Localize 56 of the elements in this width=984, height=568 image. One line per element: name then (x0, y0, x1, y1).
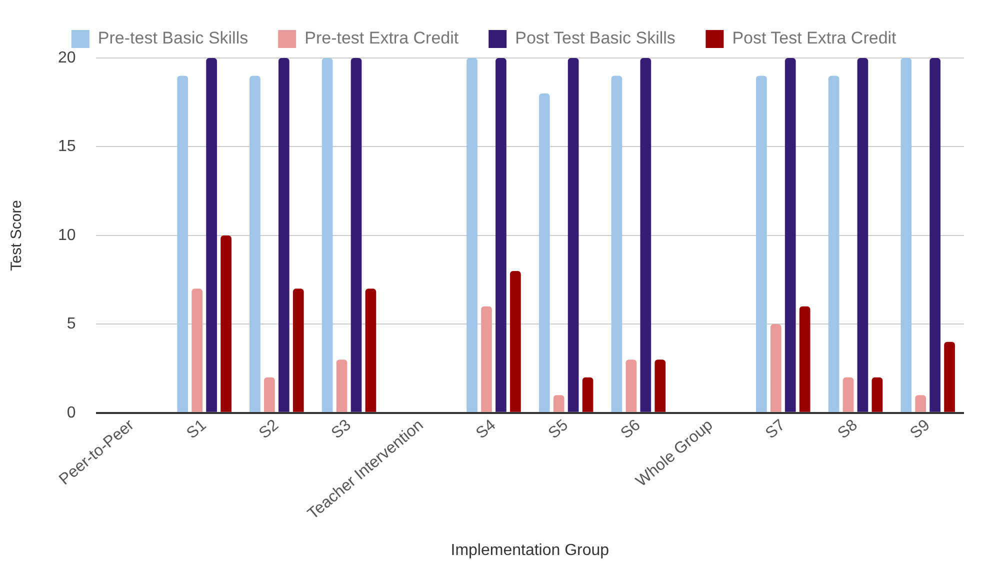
y-axis-title: Test Score (8, 200, 26, 271)
bar (350, 58, 362, 412)
bar (553, 395, 564, 412)
y-tick-label: 10 (58, 226, 76, 244)
bar (220, 235, 232, 412)
legend-label: Post Test Basic Skills (515, 28, 676, 48)
bar (538, 93, 550, 412)
bar (496, 58, 506, 412)
bar (250, 76, 260, 412)
legend-label: Pre-test Basic Skills (98, 28, 248, 48)
bar (177, 76, 188, 412)
bar (857, 58, 868, 412)
bar (568, 58, 579, 412)
bar (322, 58, 333, 412)
bar (654, 360, 666, 412)
bar (278, 58, 290, 412)
bar (264, 377, 275, 412)
x-tick-label: S6 (618, 416, 644, 442)
y-tick-label: 0 (66, 404, 76, 422)
x-tick-label: S3 (328, 416, 354, 442)
x-tick-label: S2 (256, 416, 282, 442)
x-tick-label: S5 (546, 416, 572, 442)
x-axis-title: Implementation Group (450, 542, 610, 559)
bar (365, 288, 376, 412)
x-tick-label: S7 (762, 416, 789, 442)
bar (799, 306, 810, 412)
bar (770, 324, 782, 412)
x-tick-label: S4 (473, 416, 500, 442)
bar (510, 270, 521, 412)
bar (784, 58, 796, 412)
bar (206, 58, 217, 412)
x-tick-label: S1 (184, 416, 210, 442)
bar (292, 288, 304, 412)
x-tick-label: S8 (834, 416, 861, 442)
bar (640, 58, 652, 412)
bar (756, 76, 767, 412)
bar (611, 76, 622, 412)
bar (944, 342, 955, 412)
legend-label: Pre-test Extra Credit (304, 28, 459, 48)
bar (872, 377, 883, 412)
y-tick-label: 20 (58, 49, 76, 66)
bar (930, 58, 940, 412)
bar (192, 288, 203, 412)
bar (626, 360, 637, 412)
bar (828, 76, 840, 412)
legend-label: Post Test Extra Credit (732, 28, 897, 48)
bar (915, 395, 926, 412)
bar (900, 58, 912, 412)
x-tick-label: S9 (907, 416, 934, 442)
bar (466, 58, 478, 412)
bar (336, 360, 348, 412)
bar (842, 377, 854, 412)
bar (481, 306, 492, 412)
bar (582, 377, 594, 412)
y-tick-label: 15 (58, 138, 76, 156)
y-tick-label: 5 (66, 316, 76, 333)
